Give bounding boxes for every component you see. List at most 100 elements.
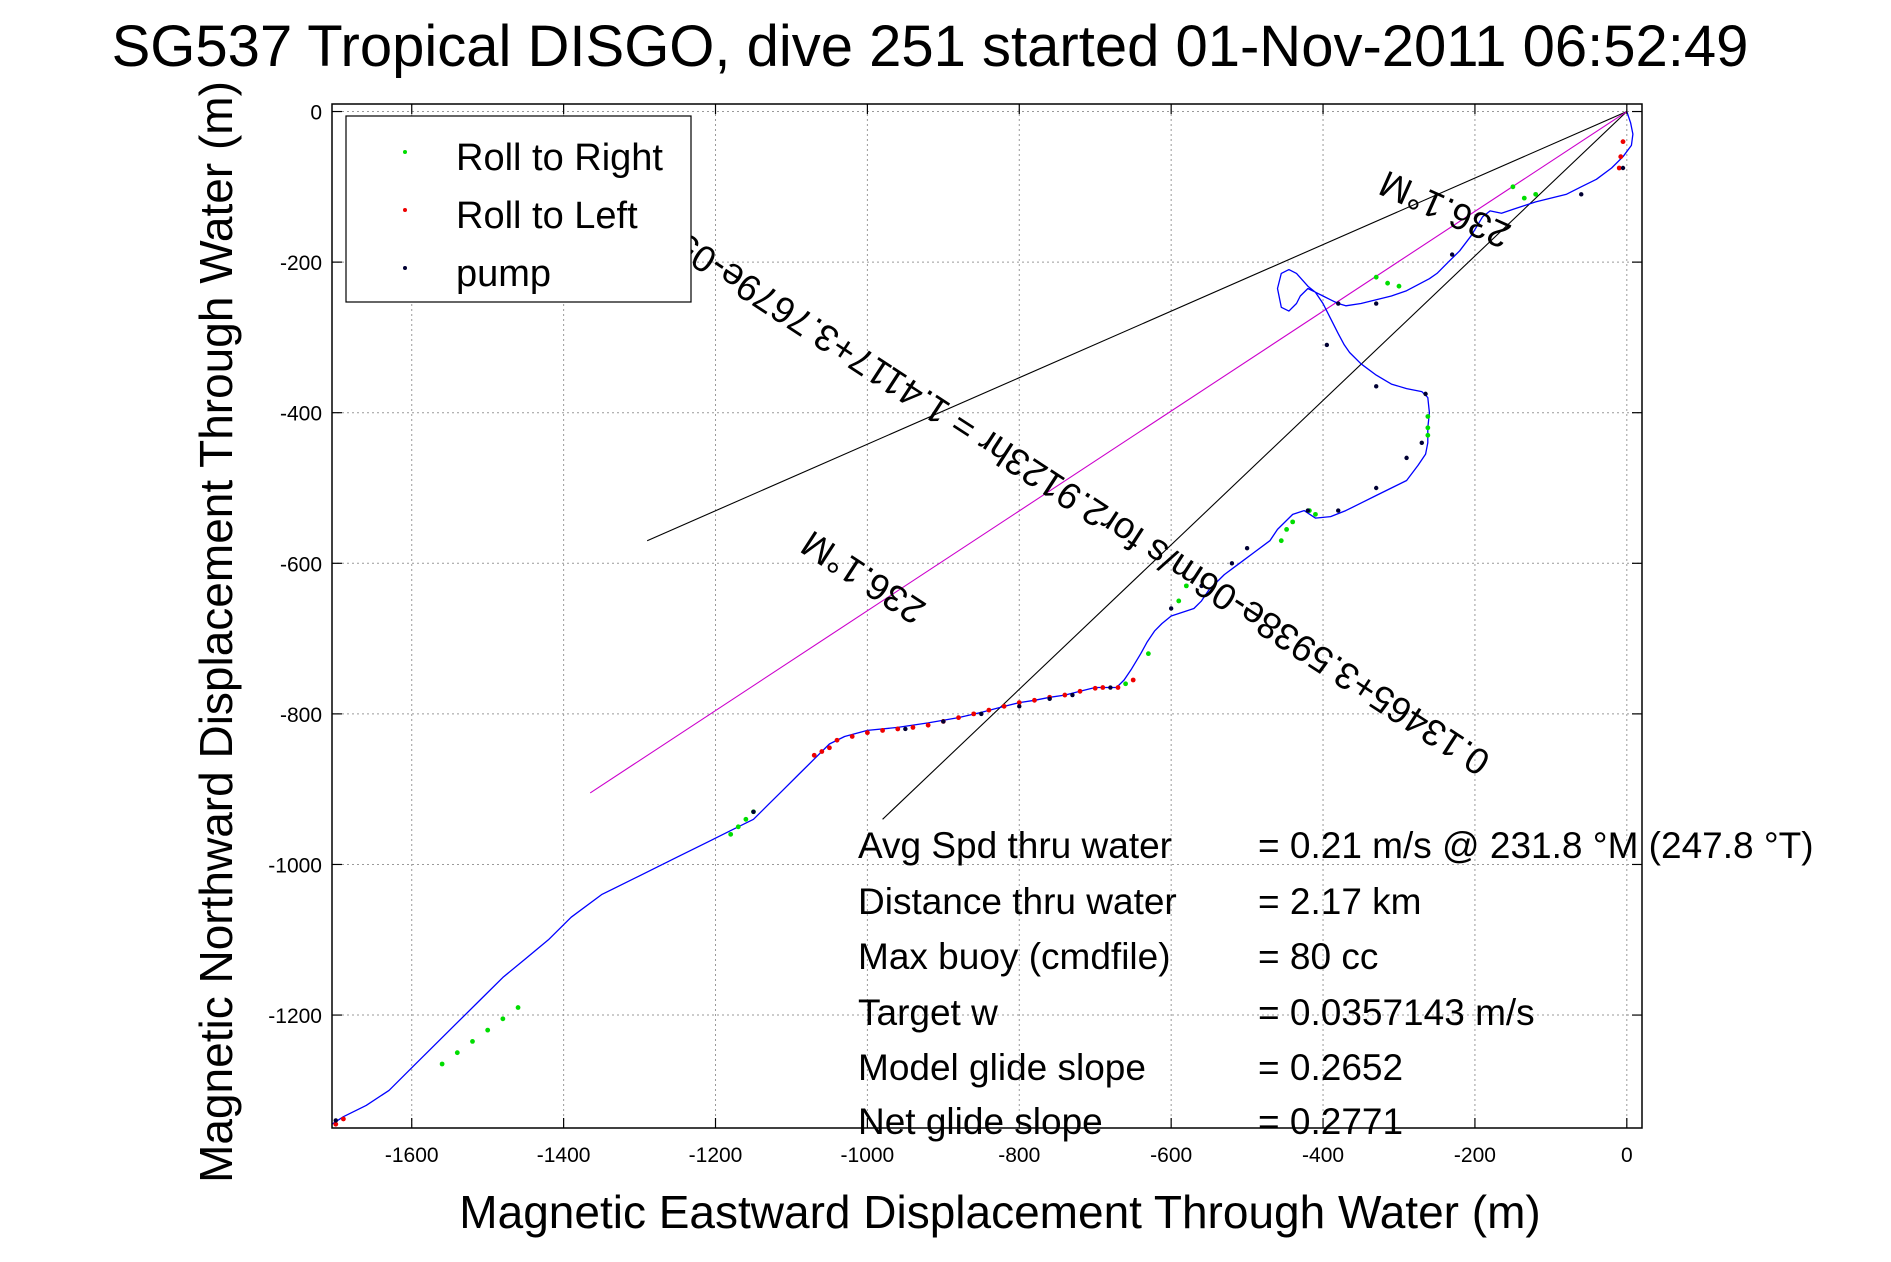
annotation-label-distance: Distance thru water — [858, 881, 1177, 922]
roll-left-marker — [895, 726, 901, 732]
legend-label-roll-right: Roll to Right — [456, 137, 663, 179]
roll-right-marker — [1373, 274, 1379, 280]
y-tick-label: -600 — [280, 553, 322, 576]
pump-marker — [1244, 546, 1250, 551]
roll-left-marker — [1062, 692, 1068, 698]
pump-marker — [1374, 485, 1379, 491]
pump-marker — [1229, 561, 1235, 566]
x-axis-label: Magnetic Eastward Displacement Through W… — [459, 1186, 1540, 1238]
roll-left-marker — [956, 715, 961, 721]
pump-marker — [1017, 704, 1022, 709]
roll-right-marker — [728, 831, 734, 837]
roll-right-marker — [1510, 184, 1516, 190]
y-tick-label: -200 — [280, 252, 322, 275]
pump-marker — [979, 711, 984, 717]
y-tick-label: 0 — [310, 102, 322, 125]
stats-annotations: Avg Spd thru water = 0.21 m/s @ 231.8 °M… — [858, 825, 1814, 1142]
roll-left-marker — [819, 749, 825, 754]
legend-marker-roll-left — [403, 208, 407, 212]
reference-lines — [589, 111, 1628, 820]
roll-left-marker — [1618, 154, 1624, 160]
roll-right-marker — [1284, 527, 1289, 532]
annotation-value-distance: = 2.17 km — [1258, 881, 1422, 922]
roll-left-marker — [333, 1121, 339, 1127]
roll-left-marker — [1100, 685, 1106, 690]
pump-marker — [1374, 384, 1379, 389]
roll-right-marker — [1183, 583, 1189, 589]
roll-right-marker — [485, 1027, 491, 1033]
x-tick-label: -800 — [998, 1144, 1040, 1167]
roll-left-marker — [1115, 685, 1121, 690]
annotation-value-max-buoy: = 80 cc — [1258, 936, 1378, 977]
pump-marker — [1336, 508, 1341, 513]
pump-marker — [1047, 696, 1052, 702]
roll-right-marker — [1290, 519, 1296, 525]
x-tick-label: -600 — [1150, 1144, 1192, 1167]
heading-label-bottom: 236.1°M — [794, 523, 932, 633]
pump-marker — [1374, 301, 1379, 306]
roll-left-marker — [1016, 700, 1022, 705]
y-tick-label: -400 — [280, 403, 322, 426]
roll-left-marker — [1001, 703, 1007, 709]
x-tick-label: -1400 — [537, 1144, 591, 1167]
x-tick-label: -1000 — [841, 1144, 895, 1167]
roll-left-marker — [1620, 139, 1626, 145]
roll-left-marker — [910, 725, 916, 730]
reference-line-3 — [589, 111, 1628, 794]
annotation-value-target-w: = 0.0357143 m/s — [1258, 992, 1535, 1033]
roll-left-marker — [1130, 677, 1136, 683]
roll-right-marker — [1425, 425, 1431, 431]
annotation-value-model-glide: = 0.2652 — [1258, 1047, 1403, 1088]
track — [331, 111, 1634, 1125]
roll-left-marker — [880, 728, 885, 733]
roll-left-marker — [340, 1116, 346, 1122]
annotation-label-target-w: Target w — [858, 992, 998, 1033]
roll-right-marker — [1425, 414, 1431, 419]
heading-label-top: 236.1°M — [1373, 163, 1516, 257]
roll-left-marker — [971, 711, 977, 717]
pump-marker — [1199, 583, 1204, 589]
y-axis-ticks: 0 -200 -400 -600 -800 -1000 -1200 — [268, 102, 1642, 1028]
pump-marker — [751, 809, 756, 814]
roll-left-marker — [1077, 688, 1083, 694]
plot-frame — [331, 103, 1643, 1129]
x-tick-label: 0 — [1621, 1144, 1633, 1167]
roll-right-marker — [1385, 280, 1390, 286]
pump-marker — [1579, 192, 1584, 197]
pump-marker — [903, 726, 908, 732]
legend-marker-pump — [403, 266, 407, 270]
annotation-label-model-glide: Model glide slope — [858, 1047, 1146, 1088]
pump-marker — [1423, 391, 1428, 397]
pump-marker — [1449, 252, 1455, 257]
roll-left-marker — [834, 737, 840, 743]
roll-right-marker — [1425, 432, 1431, 438]
roll-left-marker — [811, 752, 817, 758]
pump-marker — [1419, 440, 1424, 446]
y-tick-label: -1000 — [268, 854, 322, 877]
y-axis-label: Magnetic Northward Displacement Through … — [190, 81, 242, 1183]
roll-right-marker — [1313, 511, 1318, 517]
roll-left-marker — [1616, 165, 1622, 171]
roll-right-marker — [500, 1016, 506, 1022]
rotated-label-3: 236.1°M — [794, 523, 932, 633]
chart-title: SG537 Tropical DISGO, dive 251 started 0… — [112, 14, 1749, 79]
roll-left-marker — [925, 722, 931, 728]
reference-line-2 — [882, 111, 1628, 820]
legend: Roll to Right Roll to Left pump — [345, 115, 692, 303]
y-tick-label: -800 — [280, 704, 322, 727]
grid — [332, 104, 1642, 1128]
roll-left-marker — [849, 734, 855, 739]
annotation-value-avg-speed: = 0.21 m/s @ 231.8 °M (247.8 °T) — [1258, 825, 1814, 866]
pump-marker — [1404, 455, 1409, 461]
x-tick-label: -1600 — [385, 1144, 439, 1167]
markers — [333, 139, 1626, 1127]
roll-left-marker — [827, 745, 832, 751]
roll-left-marker — [864, 730, 870, 736]
legend-label-roll-left: Roll to Left — [456, 195, 638, 237]
y-tick-label: -1200 — [268, 1005, 322, 1028]
roll-left-marker — [1032, 697, 1037, 703]
track-line — [331, 111, 1634, 1125]
annotation-label-max-buoy: Max buoy (cmdfile) — [858, 936, 1171, 977]
pump-marker — [1168, 606, 1174, 611]
roll-right-marker — [470, 1039, 475, 1044]
